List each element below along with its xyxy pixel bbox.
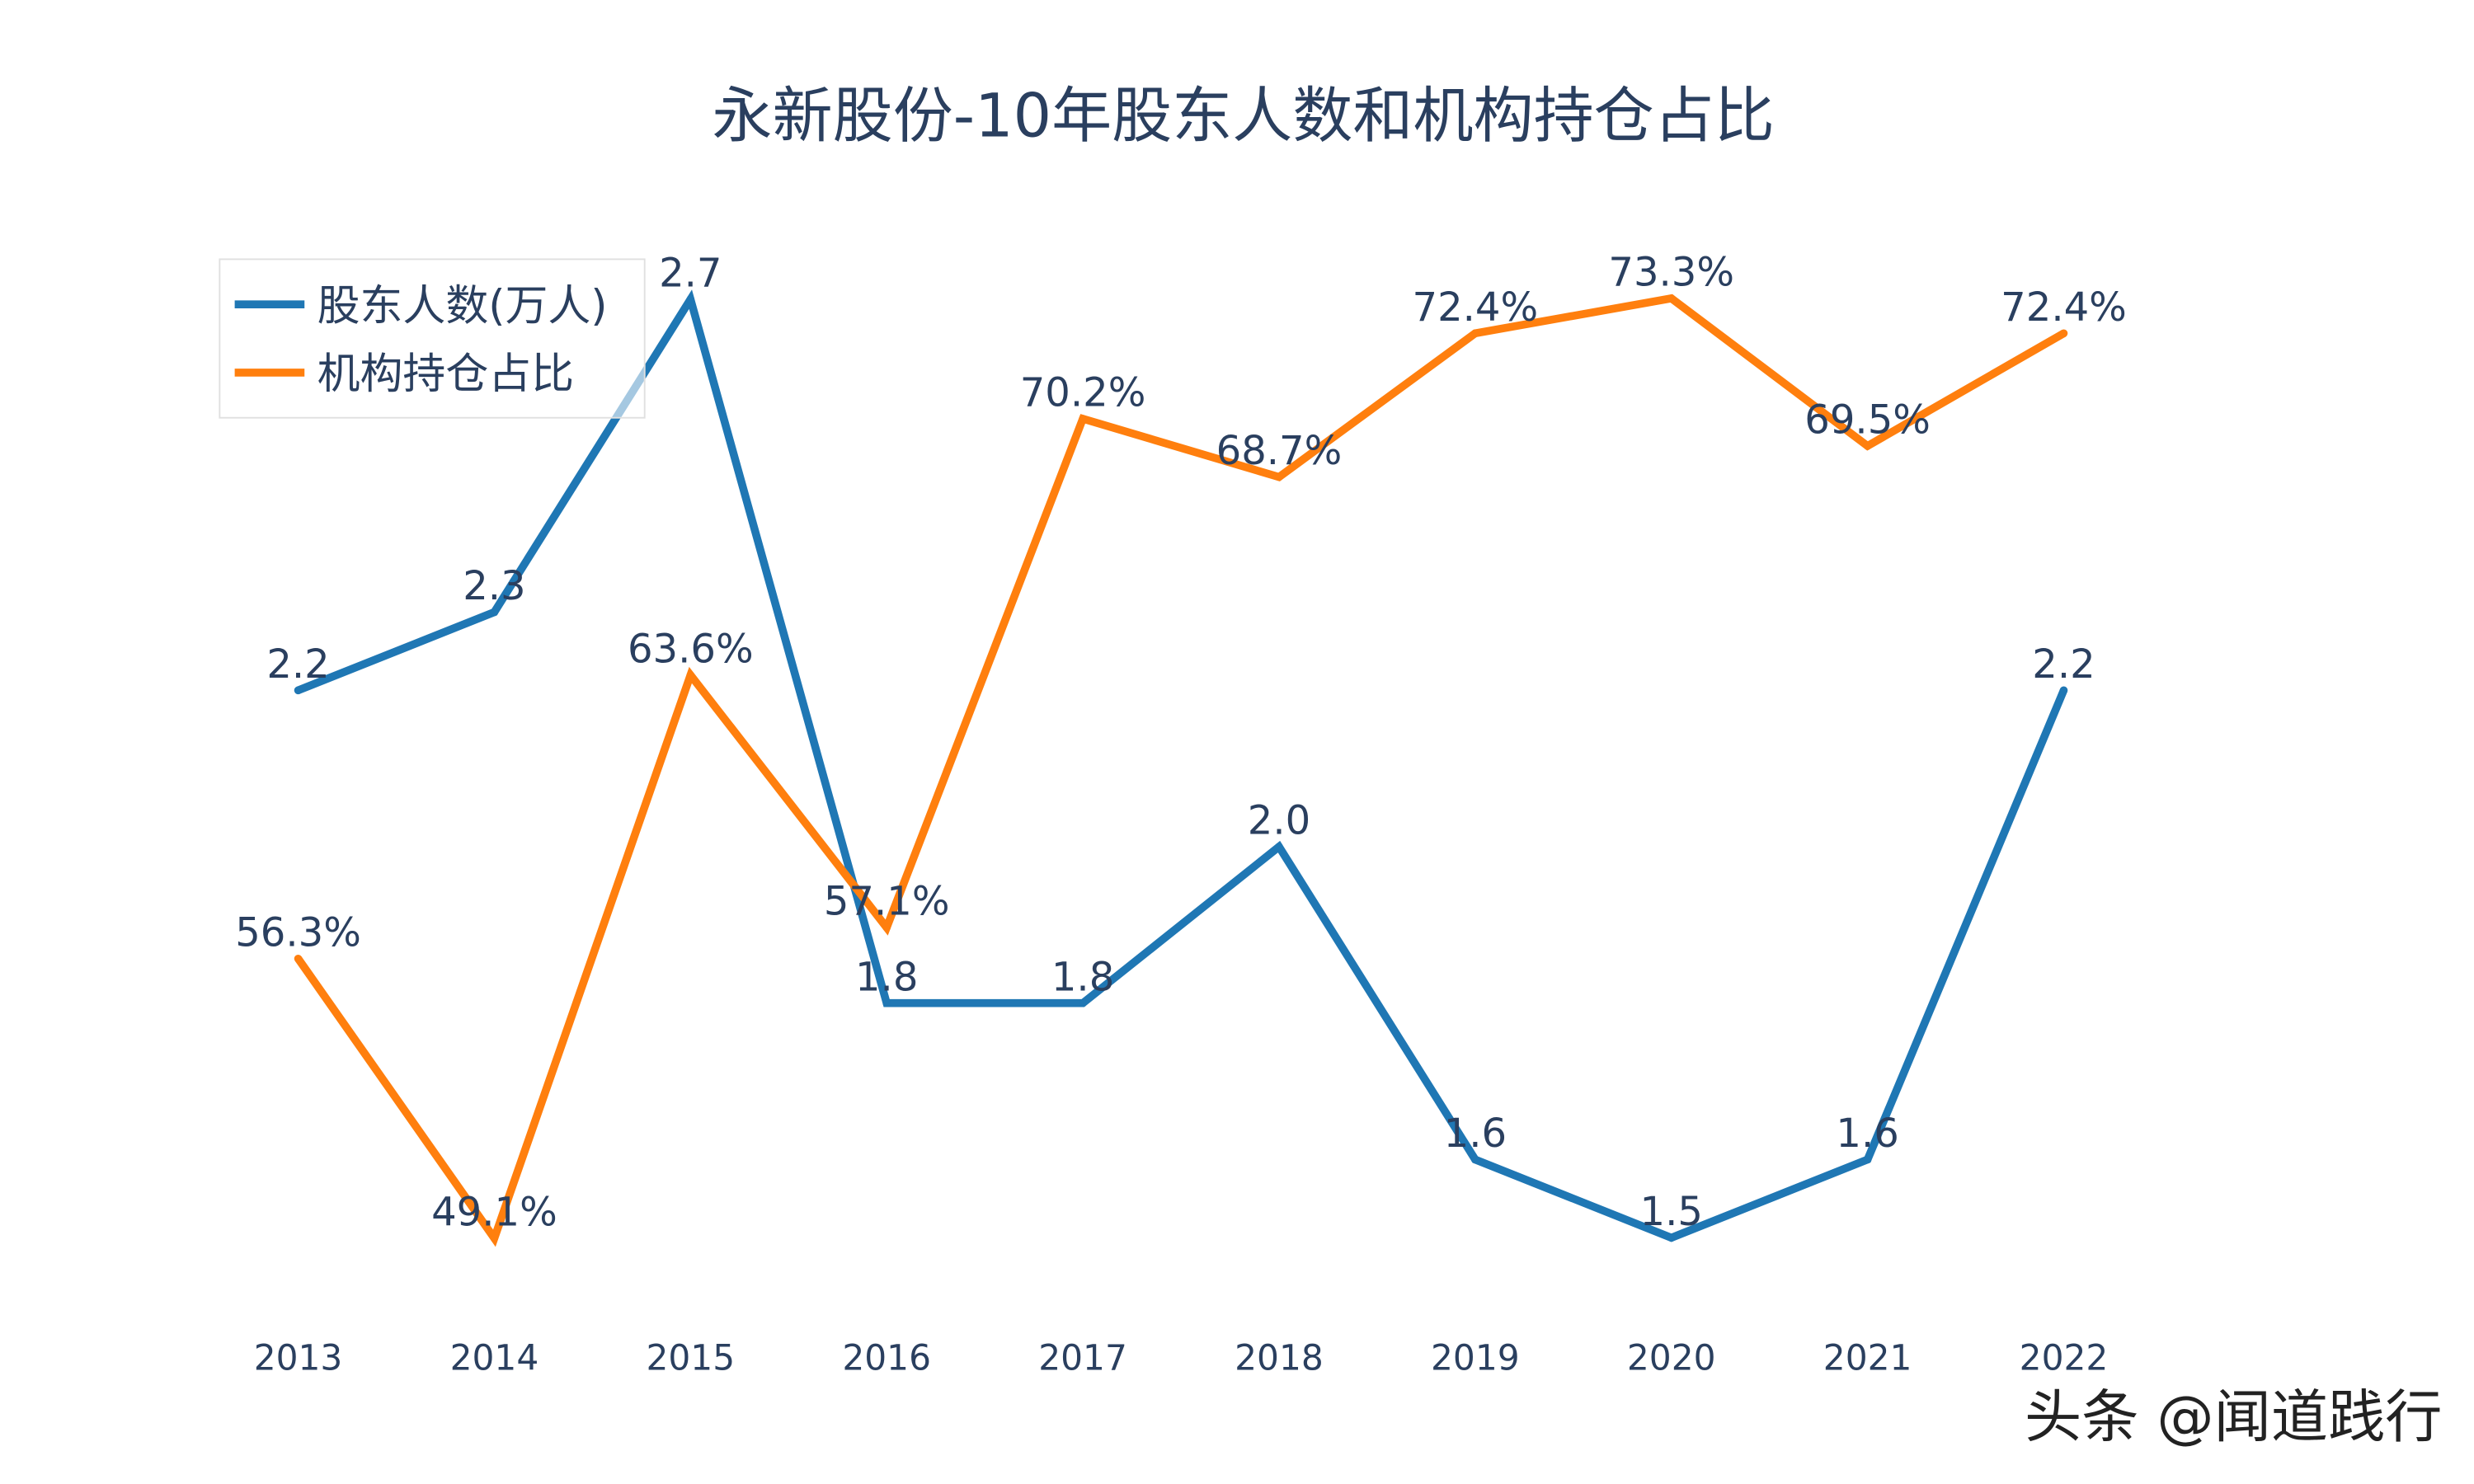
data-label: 2.3 xyxy=(463,563,525,609)
series-layer xyxy=(294,289,2068,1247)
x-tick-label: 2022 xyxy=(2020,1338,2109,1378)
data-point[interactable] xyxy=(2059,686,2068,695)
data-point[interactable] xyxy=(294,954,303,963)
legend[interactable]: 股东人数(万人) 机构持仓占比 xyxy=(219,258,646,419)
data-label: 57.1% xyxy=(824,879,950,925)
data-point[interactable] xyxy=(882,998,891,1007)
data-point[interactable] xyxy=(1275,843,1283,851)
data-label: 73.3% xyxy=(1608,250,1734,296)
data-point[interactable] xyxy=(1863,1155,1872,1164)
data-label: 2.7 xyxy=(659,251,722,297)
data-point[interactable] xyxy=(1667,294,1676,303)
x-tick-label: 2015 xyxy=(646,1338,735,1378)
legend-box xyxy=(219,258,646,419)
data-point[interactable] xyxy=(686,295,695,303)
x-tick-label: 2013 xyxy=(254,1338,343,1378)
legend-label-institutional[interactable]: 机构持仓占比 xyxy=(317,350,574,399)
data-point[interactable] xyxy=(1079,998,1087,1007)
x-axis-ticks: 2013 2014 2015 2016 2017 2018 2019 2020 2021 2022 xyxy=(254,1338,2109,1378)
data-point[interactable] xyxy=(1471,1155,1479,1164)
data-point[interactable] xyxy=(2059,329,2068,338)
x-tick-label: 2018 xyxy=(1235,1338,1324,1378)
data-label: 2.0 xyxy=(1248,798,1310,844)
data-label: 2.2 xyxy=(2032,641,2095,688)
data-point[interactable] xyxy=(490,608,499,617)
data-label: 72.4% xyxy=(1413,284,1539,331)
x-tick-label: 2016 xyxy=(842,1338,931,1378)
data-point[interactable] xyxy=(1667,1233,1676,1242)
data-label: 56.3% xyxy=(235,909,361,956)
data-point[interactable] xyxy=(490,1234,499,1242)
x-tick-label: 2019 xyxy=(1431,1338,1520,1378)
data-point[interactable] xyxy=(294,686,303,695)
data-label: 49.1% xyxy=(431,1190,557,1236)
data-point[interactable] xyxy=(882,923,891,932)
data-label: 1.8 xyxy=(1051,954,1114,1000)
watermark: 头条 @闻道践行 xyxy=(2025,1384,2443,1450)
data-point[interactable] xyxy=(1079,415,1087,423)
data-label: 70.2% xyxy=(1020,370,1146,416)
legend-label-shareholders[interactable]: 股东人数(万人) xyxy=(317,281,608,331)
x-tick-label: 2020 xyxy=(1627,1338,1716,1378)
label-layer: 2.2 2.3 2.7 1.8 1.8 2.0 1.6 1.5 1.6 2.2 56.3% 49.1%… xyxy=(235,250,2127,1236)
data-label: 2.2 xyxy=(266,641,329,688)
data-label: 1.6 xyxy=(1444,1111,1507,1157)
x-tick-label: 2014 xyxy=(450,1338,539,1378)
data-label: 1.5 xyxy=(1640,1189,1703,1235)
series-line-1 xyxy=(294,294,2066,1247)
data-point[interactable] xyxy=(1863,442,1872,450)
data-label: 63.6% xyxy=(628,626,754,672)
data-label: 1.6 xyxy=(1836,1111,1898,1157)
data-point[interactable] xyxy=(1275,472,1283,481)
data-label: 72.4% xyxy=(2001,284,2127,331)
data-point[interactable] xyxy=(1471,329,1479,338)
data-label: 1.8 xyxy=(855,954,918,1000)
data-point[interactable] xyxy=(686,671,695,679)
data-label: 69.5% xyxy=(1804,397,1931,444)
x-tick-label: 2017 xyxy=(1038,1338,1127,1378)
chart-title: 永新股份-10年股东人数和机构持仓占比 xyxy=(713,81,1775,151)
data-label: 68.7% xyxy=(1216,428,1343,474)
series-line-0 xyxy=(296,289,2067,1242)
x-tick-label: 2021 xyxy=(1823,1338,1912,1378)
